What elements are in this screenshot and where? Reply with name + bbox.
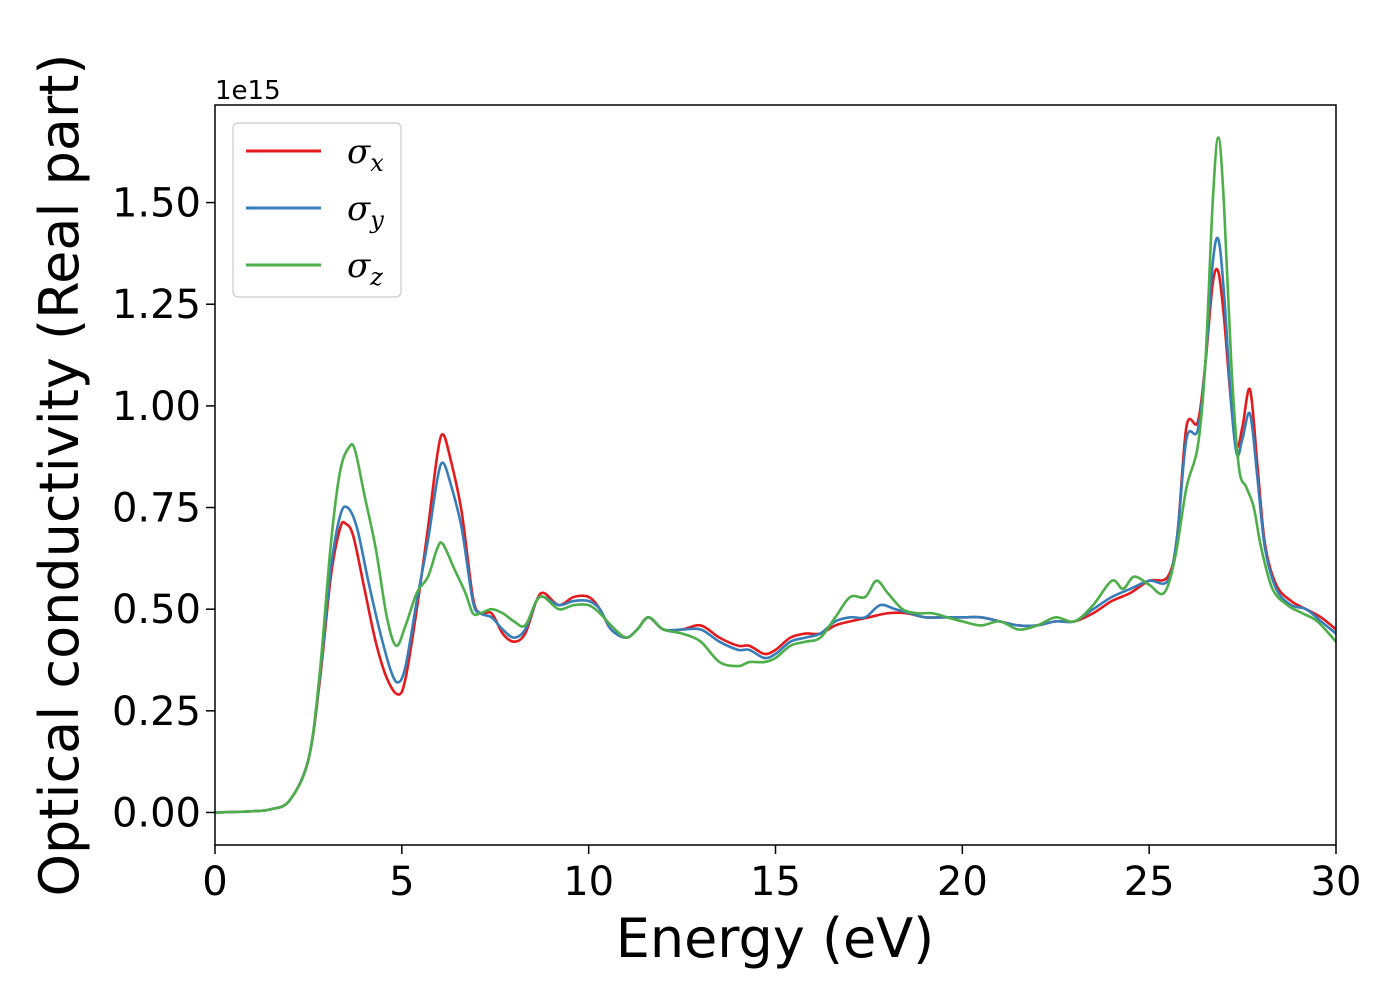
y-tick-label: 0.50 [112, 587, 201, 633]
series-line-y [215, 236, 1336, 814]
y-axis: 0.00 0.25 0.50 0.75 1.00 1.25 1.50 [112, 181, 215, 836]
y-tick-label: 1.00 [112, 384, 201, 430]
series-layer [215, 136, 1336, 814]
legend-label-x: σx [347, 132, 384, 177]
y-offset-label: 1e15 [215, 76, 281, 106]
x-tick-label: 30 [1311, 859, 1362, 905]
y-tick-label: 0.75 [112, 486, 201, 532]
x-tick-label: 0 [202, 859, 227, 905]
x-tick-label: 15 [750, 859, 801, 905]
series-line-z [215, 136, 1336, 814]
legend: σx σy σz [232, 122, 402, 298]
y-axis-title: Optical conductivity (Real part) [28, 54, 91, 897]
x-tick-label: 25 [1124, 859, 1175, 905]
x-tick-label: 20 [937, 859, 988, 905]
series-line-x [215, 267, 1336, 814]
y-tick-label: 0.00 [112, 790, 201, 836]
y-tick-label: 1.50 [112, 181, 201, 227]
legend-frame [232, 122, 402, 298]
legend-label-z: σz [347, 246, 383, 291]
x-tick-label: 5 [389, 859, 414, 905]
x-tick-label: 10 [563, 859, 614, 905]
y-tick-label: 0.25 [112, 689, 201, 735]
y-tick-label: 1.25 [112, 282, 201, 328]
x-axis-title: Energy (eV) [616, 907, 935, 970]
legend-label-y: σy [347, 189, 384, 234]
x-axis: 0 5 10 15 20 25 30 [202, 845, 1361, 905]
